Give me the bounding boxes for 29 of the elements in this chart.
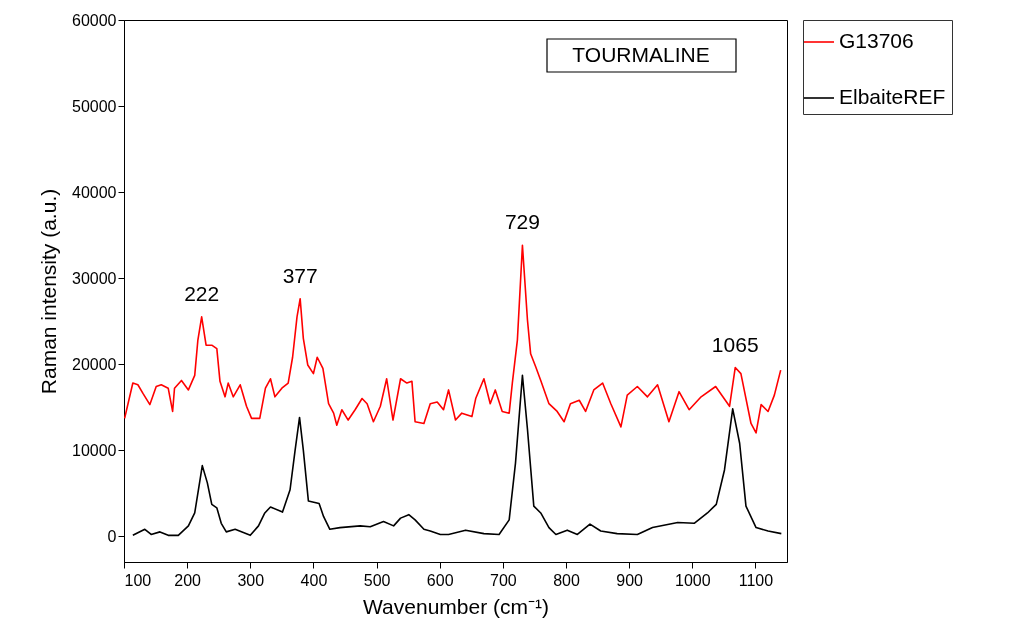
legend-label: ElbaiteREF [839,85,946,108]
x-tick-label: 200 [174,571,202,589]
annotation: 1065 [711,332,759,356]
y-tick-label: 60000 [72,11,117,29]
annotation: 377 [282,263,318,287]
y-tick-label: 20000 [72,355,117,373]
y-tick-label: 50000 [72,97,117,115]
x-tick-label: 300 [237,571,265,589]
x-tick-label: 1100 [738,571,774,589]
x-axis-title: Wavenumber (cm⁻¹) [363,594,549,618]
x-tick-label: 100 [124,571,152,589]
x-tick-label: 700 [490,571,517,589]
line-series [124,244,782,434]
annotation: TOURMALINE [572,43,710,66]
x-tick-label: 600 [426,571,454,589]
y-axis-title: Raman intensity (a.u.) [37,188,61,395]
x-tick-label: 1000 [674,571,711,589]
x-tick-label: 500 [363,571,391,589]
annotation: 222 [184,281,220,305]
x-tick-label: 900 [616,571,644,589]
y-tick-label: 0 [107,527,117,545]
y-tick-label: 10000 [72,441,117,459]
annotation: 729 [504,210,540,234]
y-tick-label: 30000 [72,269,117,287]
line-series [132,374,783,537]
x-tick-label: 800 [553,571,580,589]
y-tick-label: 40000 [72,183,117,201]
x-tick-label: 400 [300,571,328,589]
legend-label: G13706 [839,29,914,52]
